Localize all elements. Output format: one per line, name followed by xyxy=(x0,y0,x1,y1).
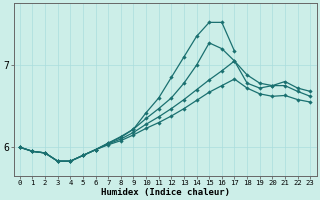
X-axis label: Humidex (Indice chaleur): Humidex (Indice chaleur) xyxy=(100,188,229,197)
